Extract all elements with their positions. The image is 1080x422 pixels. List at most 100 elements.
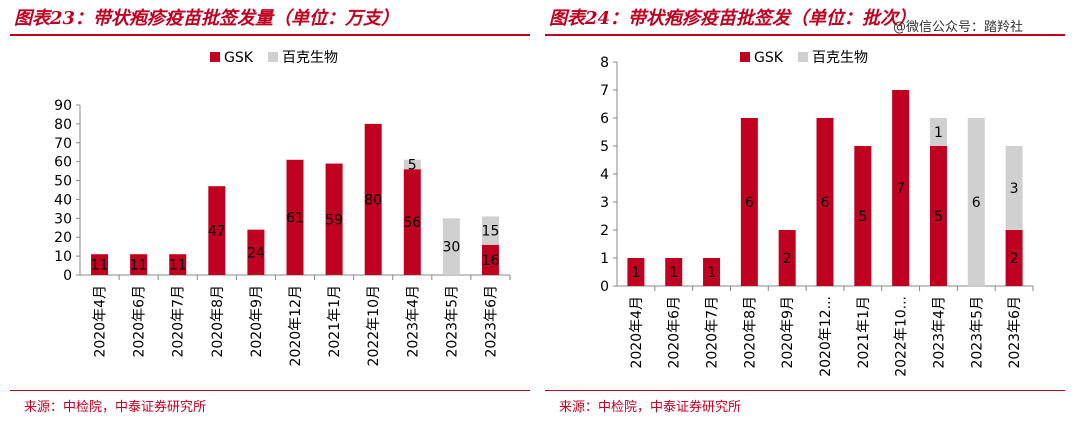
y-tick-label: 70 [54, 136, 72, 152]
chart-panel-right: 图表24：带状疱疹疫苗批签发（单位：批次） 0 1 2 3 4 5 6 7 8 2020年4月 1 2… [545, 0, 1070, 422]
legend-swatch-baike [798, 52, 808, 62]
chart-source: 来源：中检院，中泰证券研究所 [559, 400, 742, 415]
y-tick-label: 1 [600, 251, 609, 267]
bar-gsk [703, 258, 721, 286]
bar-gsk [740, 118, 758, 286]
x-tick-label: 2023年4月 [931, 296, 947, 369]
y-tick-label: 10 [54, 249, 72, 265]
watermark: @微信公众号：踏羚社 [893, 20, 1024, 35]
bar-baike [442, 218, 460, 275]
legend-label-baike: 百克生物 [812, 50, 868, 66]
data-label: 11 [130, 258, 148, 274]
data-label: 1 [934, 125, 943, 141]
chart-panel-left: 图表23：带状疱疹疫苗批签发量（单位：万支） 0 10 20 30 40 50 60 70 80… [10, 0, 535, 422]
x-tick-label: 2020年12月 [288, 285, 304, 366]
data-label: 6 [972, 195, 981, 211]
data-label: 1 [707, 265, 716, 281]
data-label: 11 [91, 258, 109, 274]
data-label: 56 [403, 215, 421, 231]
title-rule [545, 34, 1065, 36]
bar-gsk [403, 169, 421, 275]
bar-gsk [854, 146, 872, 286]
x-tick-label: 2020年4月 [93, 285, 109, 358]
y-tick-label: 40 [54, 192, 72, 208]
bar-gsk [286, 159, 304, 275]
x-tick-label: 2020年6月 [667, 296, 683, 369]
x-tick-label: 2020年7月 [705, 296, 721, 369]
x-tick-label: 2023年5月 [969, 296, 985, 369]
bar-gsk [627, 258, 645, 286]
y-tick-label: 3 [600, 195, 609, 211]
data-label: 1 [669, 265, 678, 281]
data-label: 30 [442, 240, 460, 256]
x-tick-label: 2020年6月 [132, 285, 148, 358]
chart-source: 来源：中检院，中泰证券研究所 [24, 400, 207, 415]
data-label: 6 [745, 195, 754, 211]
data-label: 59 [325, 212, 343, 228]
bar-gsk [665, 258, 683, 286]
bar-gsk [130, 254, 148, 275]
data-label: 5 [408, 158, 417, 174]
chart-title: 图表24：带状疱疹疫苗批签发（单位：批次） [549, 8, 917, 29]
bar-chart-batch-count: 0 1 2 3 4 5 6 7 8 2020年4月 1 2020年6月 1 2020年7月 1 2020年8月… [600, 50, 1034, 377]
bar-gsk [169, 254, 187, 275]
y-tick-label: 2 [600, 223, 609, 239]
y-tick-label: 6 [600, 111, 609, 127]
y-tick-label: 50 [54, 174, 72, 190]
x-tick-label: 2021年1月 [856, 296, 872, 369]
y-tick-label: 8 [600, 55, 609, 71]
legend-label-gsk: GSK [754, 50, 784, 66]
bar-chart-batch-volume: 0 10 20 30 40 50 60 70 80 90 2020年4月 11 2020年6月 11 202… [54, 50, 511, 366]
data-label: 5 [858, 209, 867, 225]
data-label: 2 [1010, 251, 1019, 267]
bar-baike [967, 118, 985, 286]
x-tick-label: 2020年4月 [629, 296, 645, 369]
bar-gsk [929, 146, 947, 286]
x-tick-label: 2022年10... [894, 296, 910, 377]
legend-label-baike: 百克生物 [282, 50, 338, 66]
source-rule [10, 390, 530, 391]
x-tick-label: 2023年6月 [1007, 296, 1023, 369]
y-tick-label: 90 [54, 98, 72, 114]
x-tick-label: 2023年5月 [444, 285, 460, 358]
bar-gsk [208, 186, 226, 275]
x-tick-label: 2022年10月 [366, 285, 382, 366]
bar-gsk [816, 118, 834, 286]
legend-swatch-gsk [210, 52, 220, 62]
x-tick-label: 2023年4月 [405, 285, 421, 358]
x-tick-label: 2020年8月 [742, 296, 758, 369]
x-tick-label: 2020年7月 [171, 285, 187, 358]
y-tick-label: 0 [63, 268, 72, 284]
data-label: 11 [169, 258, 187, 274]
legend-swatch-gsk [740, 52, 750, 62]
bar-baike [1005, 146, 1023, 230]
y-tick-label: 80 [54, 117, 72, 133]
bar-gsk [91, 254, 109, 275]
data-label: 61 [286, 210, 304, 226]
bar-gsk [1005, 230, 1023, 286]
y-tick-label: 5 [600, 139, 609, 155]
bar-gsk [892, 90, 910, 286]
data-label: 47 [208, 224, 226, 240]
y-tick-label: 30 [54, 211, 72, 227]
data-label: 15 [482, 224, 500, 240]
title-rule [10, 34, 530, 36]
data-label: 80 [364, 192, 382, 208]
x-tick-label: 2023年6月 [483, 285, 499, 358]
source-rule [545, 390, 1065, 391]
bar-gsk [481, 244, 499, 275]
legend-label-gsk: GSK [224, 50, 254, 66]
x-tick-label: 2020年8月 [210, 285, 226, 358]
bar-baike [403, 159, 421, 170]
data-label: 3 [1010, 181, 1019, 197]
legend-swatch-baike [268, 52, 278, 62]
y-tick-label: 60 [54, 155, 72, 171]
x-tick-label: 2020年9月 [249, 285, 265, 358]
data-label: 6 [821, 195, 830, 211]
chart-title: 图表23：带状疱疹疫苗批签发量（单位：万支） [14, 8, 400, 29]
x-tick-label: 2020年12... [818, 296, 834, 377]
data-label: 2 [783, 251, 792, 267]
data-label: 5 [934, 209, 943, 225]
y-tick-label: 4 [600, 167, 609, 183]
bar-gsk [247, 229, 265, 275]
